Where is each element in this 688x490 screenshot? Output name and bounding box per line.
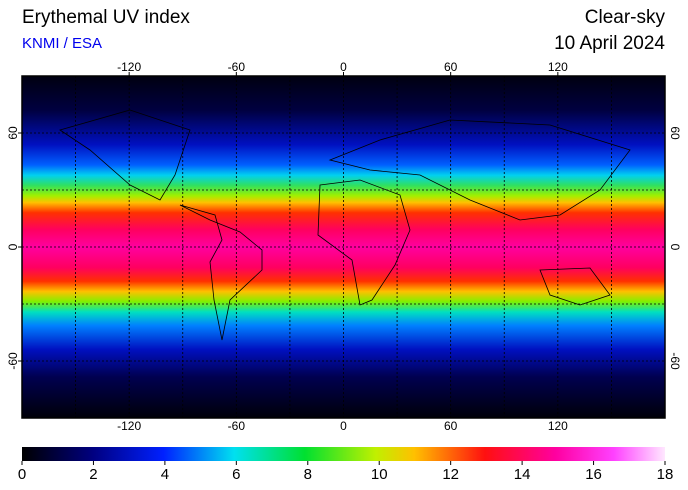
y-tick-label: 0 xyxy=(6,243,20,250)
colorbar-label: 8 xyxy=(304,466,312,483)
y-tick-label: 60 xyxy=(668,126,682,140)
colorbar-label: 16 xyxy=(585,466,602,483)
y-tick-label: -60 xyxy=(668,352,682,370)
x-tick-label: 120 xyxy=(548,419,568,433)
date: 10 April 2024 xyxy=(554,33,665,54)
title: Erythemal UV index xyxy=(22,7,190,28)
y-tick-label: -60 xyxy=(6,352,20,370)
condition: Clear-sky xyxy=(585,7,666,28)
x-tick-label: -120 xyxy=(117,60,141,74)
colorbar xyxy=(22,447,665,461)
source: KNMI / ESA xyxy=(22,35,102,52)
x-tick-label: 0 xyxy=(340,60,347,74)
y-tick-label: 60 xyxy=(6,126,20,140)
colorbar-label: 18 xyxy=(657,466,674,483)
colorbar-label: 2 xyxy=(89,466,97,483)
x-tick-label: -120 xyxy=(117,419,141,433)
x-tick-label: -60 xyxy=(228,419,246,433)
colorbar-label: 14 xyxy=(514,466,531,483)
x-tick-label: -60 xyxy=(228,60,246,74)
x-tick-label: 120 xyxy=(548,60,568,74)
colorbar-label: 6 xyxy=(232,466,240,483)
x-tick-label: 0 xyxy=(340,419,347,433)
y-tick-label: 0 xyxy=(668,244,682,251)
colorbar-label: 4 xyxy=(161,466,169,483)
x-tick-label: 60 xyxy=(444,419,458,433)
colorbar-label: 10 xyxy=(371,466,388,483)
coastlines xyxy=(59,109,631,341)
colorbar-label: 0 xyxy=(18,466,26,483)
colorbar-label: 12 xyxy=(442,466,459,483)
x-tick-label: 60 xyxy=(444,60,458,74)
